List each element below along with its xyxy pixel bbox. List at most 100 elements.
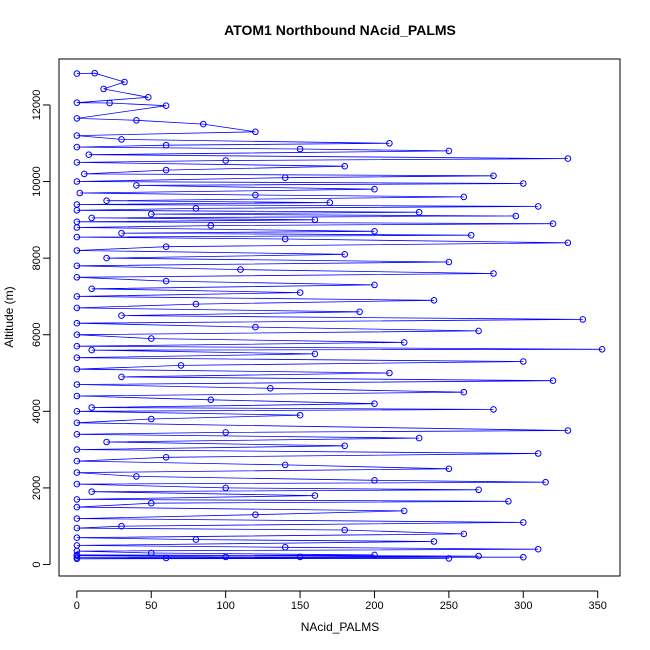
data-point	[121, 78, 128, 86]
data-point	[400, 507, 408, 515]
data-point	[73, 446, 81, 453]
data-point	[73, 419, 81, 427]
data-point	[520, 180, 527, 187]
data-point	[73, 457, 81, 465]
data-point	[162, 277, 170, 285]
data-point	[490, 172, 497, 180]
data-point	[200, 120, 207, 128]
data-point	[73, 331, 81, 339]
data-point	[549, 220, 557, 227]
data-point	[311, 492, 319, 499]
data-point	[106, 99, 113, 107]
x-tick-label: 250	[440, 600, 458, 612]
data-point	[73, 70, 81, 77]
data-point	[73, 431, 81, 438]
data-point	[534, 203, 542, 210]
data-point	[73, 469, 81, 476]
data-point	[73, 143, 81, 151]
data-point	[88, 346, 95, 354]
data-point	[356, 308, 363, 316]
data-point	[520, 358, 527, 365]
data-point	[490, 270, 497, 277]
x-tick-label: 350	[588, 600, 606, 612]
data-point	[162, 454, 170, 461]
data-point	[73, 365, 81, 373]
data-point	[73, 178, 81, 185]
x-tick-label: 200	[365, 600, 383, 612]
data-point	[73, 207, 81, 214]
data-point	[192, 300, 200, 308]
data-point	[118, 522, 125, 530]
data-point	[475, 552, 482, 560]
data-point	[73, 233, 81, 241]
data-point	[281, 235, 289, 243]
data-point	[88, 404, 95, 411]
data-point	[430, 297, 438, 304]
data-point	[341, 526, 349, 534]
data-point	[73, 392, 81, 400]
data-point	[148, 499, 155, 507]
data-point	[371, 281, 378, 289]
data-point	[207, 222, 215, 229]
data-point	[103, 197, 110, 204]
data-point	[148, 415, 155, 423]
data-point	[118, 373, 125, 381]
x-tick-label: 50	[145, 600, 157, 612]
data-point	[133, 117, 140, 124]
data-point	[296, 553, 304, 561]
data-point	[371, 185, 378, 193]
data-point	[222, 484, 229, 492]
data-point	[162, 243, 170, 250]
data-point	[222, 553, 229, 561]
series-line	[76, 72, 603, 560]
data-point	[91, 69, 98, 77]
data-point	[505, 498, 512, 505]
data-point	[162, 166, 170, 174]
data-point	[415, 208, 423, 216]
data-point	[73, 555, 81, 563]
plot-area	[73, 69, 606, 563]
y-tick-label: 8000	[31, 246, 43, 270]
data-point	[73, 381, 81, 388]
data-point	[598, 346, 606, 353]
y-tick-label: 10000	[31, 166, 43, 197]
data-point	[490, 406, 497, 413]
data-point	[267, 385, 274, 392]
data-point	[371, 228, 378, 235]
data-point	[445, 555, 453, 562]
data-point	[252, 191, 259, 199]
y-tick-label: 2000	[31, 476, 43, 500]
data-point	[73, 524, 81, 532]
data-point	[445, 465, 453, 473]
data-point	[252, 511, 259, 519]
data-point	[73, 132, 81, 139]
data-point	[371, 551, 378, 559]
data-point	[162, 141, 170, 149]
data-point	[73, 99, 81, 106]
data-point	[281, 174, 289, 181]
data-point	[100, 85, 107, 93]
data-point	[162, 102, 170, 109]
data-point	[148, 210, 155, 218]
data-point	[534, 545, 542, 553]
y-tick-label: 0	[31, 561, 43, 567]
series-points	[73, 69, 606, 563]
data-point	[549, 377, 557, 385]
data-point	[73, 480, 81, 488]
data-point	[177, 362, 185, 369]
data-point	[148, 335, 155, 342]
data-point	[103, 254, 110, 262]
x-tick-label: 150	[291, 600, 309, 612]
data-point	[281, 544, 289, 551]
data-point	[76, 189, 84, 197]
data-point	[73, 547, 81, 555]
data-point	[445, 258, 453, 266]
data-point	[118, 229, 125, 237]
data-point	[118, 312, 125, 319]
data-point	[192, 536, 200, 543]
data-point	[222, 157, 229, 164]
data-point	[207, 396, 215, 404]
y-axis: 0 2000 4000 6000 8000 10000 12000	[31, 90, 51, 568]
data-point	[311, 216, 319, 224]
